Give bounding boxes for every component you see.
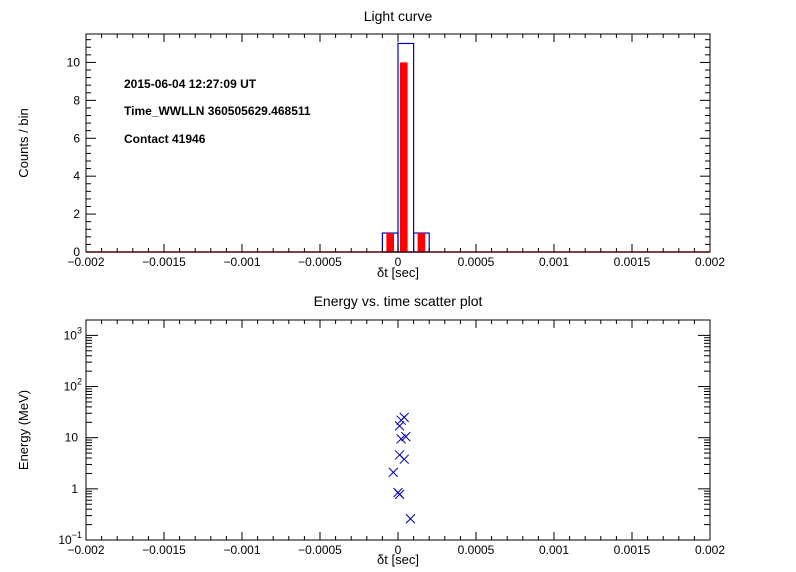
scatter-x-tick-label: 0.002 <box>695 543 725 557</box>
scatter-x-tick-label: −0.0015 <box>142 543 186 557</box>
light-curve-xlabel: δt [sec] <box>377 265 419 280</box>
light-curve-x-tick-label: 0.002 <box>695 255 725 269</box>
light-curve-title: Light curve <box>364 8 433 24</box>
scatter-panel: Energy vs. time scatter plot δt [sec] En… <box>16 293 725 567</box>
light-curve-ylabel: Counts / bin <box>16 108 31 177</box>
scatter-point <box>399 454 410 465</box>
scatter-point <box>400 431 411 442</box>
light-curve-y-tick-label: 6 <box>73 131 80 145</box>
light-curve-y-tick-label: 8 <box>73 93 80 107</box>
scatter-y-tick-label: 103 <box>64 325 82 342</box>
scatter-y-tick-label: 10 <box>65 431 79 445</box>
scatter-x-tick-label: 0.0015 <box>614 543 651 557</box>
scatter-title: Energy vs. time scatter plot <box>314 293 483 309</box>
scatter-x-tick-label: −0.0005 <box>298 543 342 557</box>
light-curve-frame <box>85 33 711 253</box>
scatter-y-tick-label: 1 <box>71 482 78 496</box>
light-curve-x-tick-label: 0 <box>395 255 402 269</box>
light-curve-annotations: 2015-06-04 12:27:09 UT Time_WWLLN 360505… <box>124 77 311 146</box>
light-curve-y-tick-label: 4 <box>73 169 80 183</box>
scatter-x-tick-label: −0.002 <box>67 543 104 557</box>
light-curve-y-tick-label: 0 <box>73 245 80 259</box>
light-curve-x-tick-label: 0.001 <box>539 255 569 269</box>
scatter-xlabel: δt [sec] <box>377 552 419 567</box>
scatter-x-tick-label: 0.001 <box>539 543 569 557</box>
light-curve-x-ticks: −0.002 −0.0015 −0.001 −0.0005 0 0.0005 0.001 0.… <box>67 34 725 269</box>
light-curve-x-tick-label: −0.002 <box>67 255 104 269</box>
scatter-y-tick-label: 102 <box>64 377 82 394</box>
scatter-x-tick-label: 0 <box>395 543 402 557</box>
histogram-bar-filled <box>417 233 426 252</box>
scatter-point <box>396 433 406 444</box>
annotation-time-wwlln: Time_WWLLN 360505629.468511 <box>124 104 311 118</box>
scatter-y-ticks: 10−1 1 10 102 103 <box>58 319 710 547</box>
light-curve-y-ticks: 0 2 4 6 8 10 <box>67 39 710 259</box>
scatter-y-tick-label: 10−1 <box>58 530 82 547</box>
scatter-points <box>388 412 416 524</box>
scatter-point <box>396 415 406 426</box>
scatter-point <box>394 489 405 500</box>
light-curve-x-tick-label: 0.0015 <box>614 255 651 269</box>
histogram-bar-filled <box>386 233 394 252</box>
scatter-x-ticks: −0.002 −0.0015 −0.001 −0.0005 0 0.0005 0.001 0.… <box>67 320 725 557</box>
scatter-point <box>388 467 399 478</box>
annotation-datetime: 2015-06-04 12:27:09 UT <box>124 77 257 91</box>
light-curve-x-tick-label: −0.0005 <box>298 255 342 269</box>
scatter-x-tick-label: 0.0005 <box>458 543 495 557</box>
annotation-contact: Contact 41946 <box>124 132 206 146</box>
scatter-x-tick-label: −0.001 <box>223 543 260 557</box>
light-curve-y-tick-label: 2 <box>73 207 80 221</box>
light-curve-bars <box>86 42 710 253</box>
light-curve-panel: Light curve δt [sec] Counts / bin 2015-0… <box>16 8 725 280</box>
light-curve-x-tick-label: 0.0005 <box>458 255 495 269</box>
scatter-point <box>394 421 405 431</box>
light-curve-y-tick-label: 10 <box>67 55 81 69</box>
light-curve-x-tick-label: −0.001 <box>223 255 260 269</box>
histogram-bar-filled <box>400 62 408 252</box>
scatter-frame <box>85 319 711 541</box>
scatter-ylabel: Energy (MeV) <box>16 390 31 470</box>
scatter-point <box>405 513 416 524</box>
light-curve-x-tick-label: −0.0015 <box>142 255 186 269</box>
